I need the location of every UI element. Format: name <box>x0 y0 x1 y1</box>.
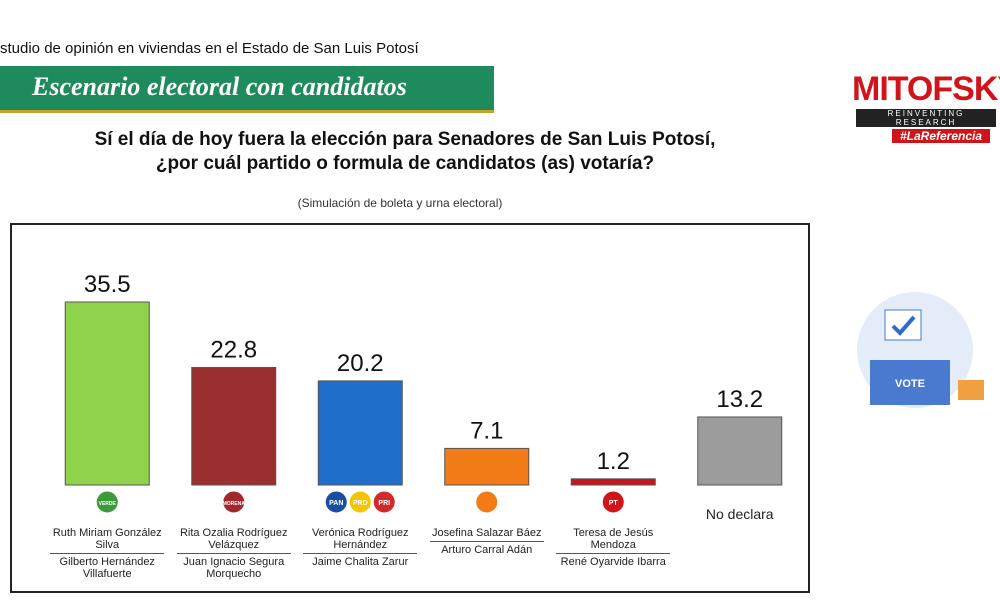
illustration-label: VOTE <box>895 378 925 390</box>
candidate-name: No declara <box>705 506 774 522</box>
title-line: Sí el día de hoy fuera la elección para … <box>94 129 716 150</box>
candidate-alternate: Jaime Chalita Zarur <box>312 556 409 568</box>
chart: 35.5 VERDE 22.8 MORENA 20.2 PAN PRD PRI 7.1 1.2 PT… <box>10 223 810 593</box>
brand-name: MITOFSKY <box>852 70 1000 108</box>
party-logo-label: VERDE <box>99 501 117 507</box>
candidate-label: Verónica Rodríguez Hernández Jaime Chalit… <box>295 527 425 568</box>
candidate-label: Rita Ozalia Rodríguez Velázquez Juan Igna… <box>169 527 299 580</box>
value-label: 35.5 <box>84 271 131 298</box>
candidate-label: Josefina Salazar Báez Arturo Carral Adán <box>422 527 552 556</box>
candidate-alternate: René Oyarvide Ibarra <box>560 556 666 568</box>
brand-tagline: REINVENTING RESEARCH <box>856 109 996 127</box>
party-logo <box>95 490 119 514</box>
candidate-alternate: Arturo Carral Adán <box>441 544 533 556</box>
party-logo <box>348 490 372 514</box>
value-label: 20.2 <box>337 350 384 377</box>
party-logo <box>324 490 348 514</box>
bar <box>697 416 783 486</box>
candidate-alternate: Juan Ignacio Segura Morquecho <box>183 556 285 580</box>
bar <box>570 478 656 486</box>
bar <box>317 380 403 486</box>
party-logo <box>372 490 396 514</box>
brand: MITOFSKY REINVENTING RESEARCH #LaReferen… <box>852 70 1000 143</box>
party-logo-label: PAN <box>329 500 343 507</box>
chart-title: Sí el día de hoy fuera la elección para … <box>0 128 810 176</box>
party-logo <box>475 490 499 514</box>
ballot-box <box>870 360 950 405</box>
value-label: 1.2 <box>597 448 630 475</box>
chart-subtitle: (Simulación de boleta y urna electoral) <box>297 196 503 210</box>
bar <box>191 366 277 486</box>
brand-hashtag: #LaReferencia <box>892 129 990 143</box>
candidate-label: Teresa de Jesús Mendoza René Oyarvide Iba… <box>548 527 678 568</box>
candidate-label: No declara <box>675 506 805 522</box>
banner: Escenario electoral con candidatos <box>0 66 494 113</box>
candidate-name: Josefina Salazar Báez <box>429 527 544 542</box>
candidate-alternate: Gilberto Hernández Villafuerte <box>59 556 155 580</box>
ballot <box>884 309 922 341</box>
candidate-name: Verónica Rodríguez Hernández <box>303 527 418 554</box>
vote-illustration: VOTE <box>857 292 984 408</box>
value-label: 22.8 <box>210 336 257 363</box>
bar <box>64 301 150 486</box>
party-logo <box>222 490 246 514</box>
candidate-label: Ruth Miriam González Silva Gilberto Herná… <box>42 527 172 580</box>
candidate-name: Ruth Miriam González Silva <box>50 527 165 554</box>
chart-frame <box>10 223 810 593</box>
party-logo-label: PRD <box>353 500 368 507</box>
study-title: studio de opinión en viviendas en el Est… <box>0 40 419 57</box>
bar <box>444 447 530 486</box>
value-label: 13.2 <box>716 386 763 413</box>
party-logo-label: PRI <box>378 500 390 507</box>
party-logo-label: PT <box>609 500 619 507</box>
candidate-name: Rita Ozalia Rodríguez Velázquez <box>176 527 291 554</box>
title-line: ¿por cuál partido o formula de candidato… <box>155 153 655 174</box>
banner-text: Escenario electoral con candidatos <box>32 72 407 101</box>
party-logo-label: MORENA <box>223 501 246 507</box>
value-label: 7.1 <box>470 417 503 444</box>
check <box>891 315 916 336</box>
party-logo <box>601 490 625 514</box>
candidate-name: Teresa de Jesús Mendoza <box>556 527 671 554</box>
box <box>958 380 984 400</box>
